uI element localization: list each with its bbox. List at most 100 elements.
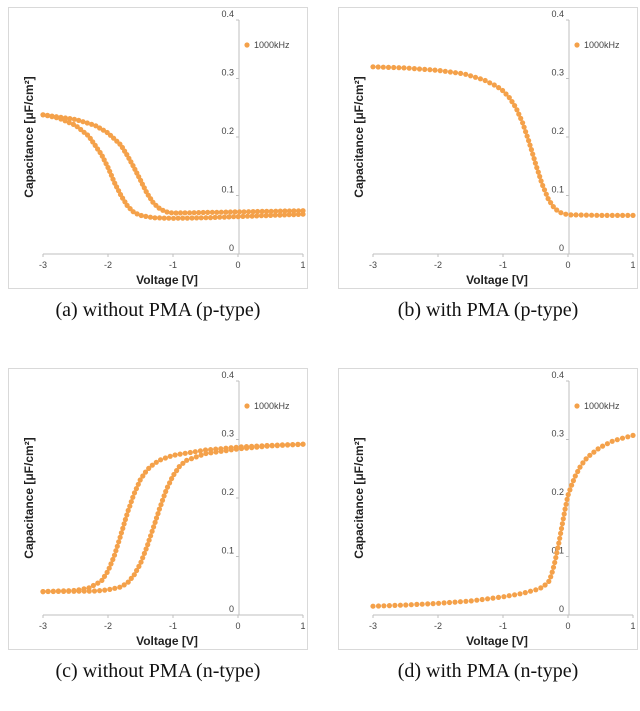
data-point (191, 210, 197, 216)
data-point (90, 582, 96, 589)
data-point (135, 481, 141, 487)
data-point (114, 543, 120, 549)
data-point (108, 561, 114, 567)
x-tick-label: -2 (104, 621, 112, 631)
data-point (381, 603, 387, 609)
data-point (134, 567, 140, 574)
data-point (531, 156, 537, 162)
y-axis-title: Capacitance [μF/cm²] (352, 76, 366, 197)
data-point (548, 574, 554, 580)
y-tick-label: 0.4 (551, 370, 564, 380)
data-point (550, 564, 557, 570)
data-point (151, 524, 157, 530)
chart-frame: -3 -2 -1 0 1 0 0.1 0.2 0.3 0.4 1000kHz Voltage [V] C… (8, 368, 308, 650)
y-tick-label: 0.4 (551, 9, 564, 19)
data-point (145, 542, 151, 548)
data-point (509, 99, 515, 105)
data-point (105, 164, 111, 171)
x-axis-title: Voltage [V] (466, 634, 528, 648)
data-point (250, 209, 256, 215)
data-point (76, 588, 82, 594)
data-point (282, 208, 288, 214)
data-point (71, 116, 77, 122)
data-point (97, 588, 103, 594)
data-point (227, 209, 233, 215)
data-point (501, 594, 507, 600)
legend-label: 1000kHz (254, 40, 290, 50)
data-point (630, 432, 636, 438)
data-point (543, 191, 549, 197)
x-tick-label: 0 (235, 621, 240, 631)
x-tick-label: -3 (39, 260, 47, 270)
y-tick-label: 0 (559, 604, 564, 614)
data-point (487, 80, 493, 86)
chart-frame: -3 -2 -1 0 1 0 0.1 0.2 0.3 0.4 1000kHz Voltage [V] C… (338, 7, 638, 289)
data-point (226, 214, 232, 220)
x-tick-label: -3 (369, 621, 377, 631)
data-point (168, 210, 175, 216)
data-point (58, 114, 64, 120)
data-point (172, 452, 178, 458)
data-point (416, 66, 423, 72)
data-point (156, 205, 162, 211)
data-point (99, 577, 105, 583)
data-point (259, 208, 265, 214)
data-point (385, 64, 392, 70)
y-tick-label: 0.2 (551, 126, 564, 136)
data-point (564, 496, 570, 502)
data-point (91, 588, 98, 594)
y-tick-label: 0.2 (221, 487, 234, 497)
data-point (532, 160, 538, 166)
data-point (554, 550, 560, 556)
data-point (625, 434, 631, 440)
data-point (517, 591, 523, 597)
data-point (534, 165, 540, 171)
chart-a-svg: -3 -2 -1 0 1 0 0.1 0.2 0.3 0.4 1000kHz Voltage [V] C… (22, 9, 306, 287)
data-point (102, 587, 108, 593)
data-point (118, 530, 124, 536)
data-point (391, 64, 397, 71)
data-point (198, 452, 204, 458)
data-point (100, 127, 106, 133)
y-axis-title: Capacitance [μF/cm²] (352, 437, 366, 558)
data-point (169, 476, 175, 482)
data-point (110, 176, 116, 182)
data-point (599, 212, 605, 218)
y-tick-label: 0.1 (551, 185, 564, 195)
data-point (217, 214, 223, 220)
data-point (138, 559, 144, 565)
data-point (159, 497, 166, 503)
data-point (45, 588, 51, 595)
data-point (554, 207, 560, 213)
data-point (430, 601, 436, 607)
data-point (86, 588, 92, 594)
x-tick-label: -2 (434, 260, 442, 270)
x-tick-label: -3 (39, 621, 47, 631)
data-point (138, 212, 144, 219)
data-point (463, 598, 469, 604)
data-point (209, 209, 215, 215)
data-point (548, 200, 554, 206)
data-point (258, 213, 264, 219)
data-point (604, 441, 610, 447)
data-point (174, 468, 180, 474)
data-point (152, 215, 158, 221)
y-tick-label: 0 (229, 604, 234, 614)
y-tick-label: 0.3 (221, 68, 234, 78)
data-point (97, 125, 103, 131)
data-point (291, 212, 297, 218)
data-point (184, 457, 190, 463)
data-point (70, 121, 76, 127)
data-point (128, 575, 134, 581)
x-tick-label: 0 (235, 260, 240, 270)
data-point (117, 584, 123, 590)
data-point (422, 66, 428, 72)
data-point (143, 213, 149, 219)
data-point (577, 464, 583, 470)
data-point (437, 68, 443, 74)
legend-marker (244, 403, 250, 409)
data-point (187, 210, 193, 216)
x-tick-label: 1 (630, 260, 635, 270)
y-tick-label: 0.2 (221, 126, 234, 136)
data-point (277, 212, 283, 218)
